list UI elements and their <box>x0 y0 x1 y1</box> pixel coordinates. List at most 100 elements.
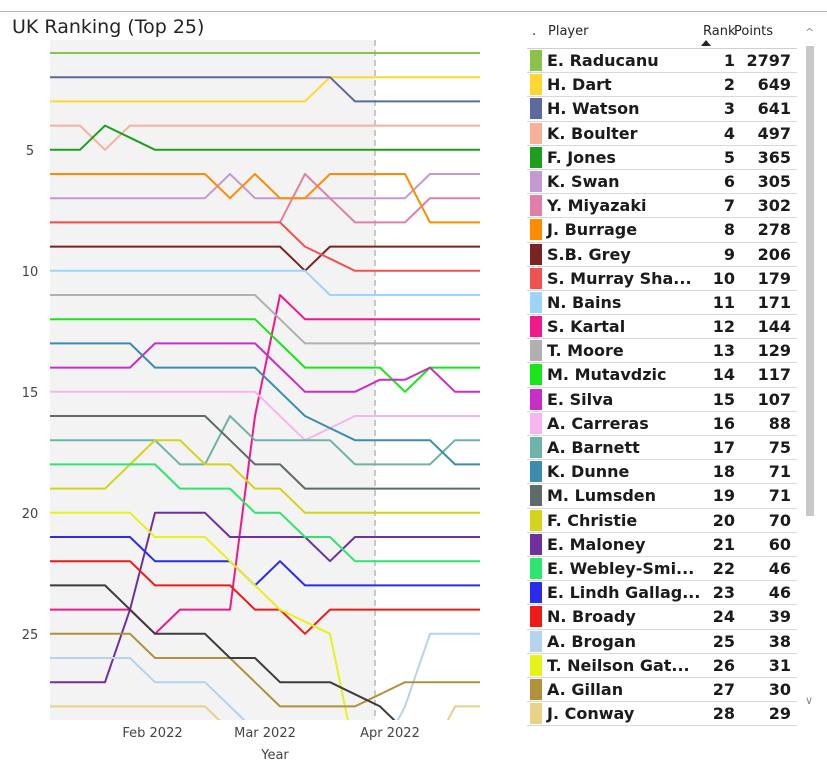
series-line[interactable] <box>30 173 480 200</box>
player-rank: 6 <box>723 171 735 191</box>
table-row[interactable]: E. Lindh Gallag... 23 46 <box>527 581 797 606</box>
table-row[interactable]: E. Raducanu 1 2797 <box>527 49 797 74</box>
player-points: 305 <box>757 171 791 191</box>
series-line[interactable] <box>30 390 480 442</box>
series-line[interactable] <box>30 560 480 635</box>
player-points: 88 <box>768 413 791 433</box>
table-row[interactable]: E. Silva 15 107 <box>527 388 797 412</box>
table-row[interactable]: E. Maloney 21 60 <box>527 533 797 557</box>
player-points: 129 <box>757 341 791 361</box>
player-color-swatch <box>530 340 542 362</box>
player-name: K. Swan <box>547 171 620 191</box>
y-tick-label: 5 <box>26 144 34 159</box>
series-line[interactable] <box>30 342 480 393</box>
player-color-swatch <box>530 582 542 604</box>
series-line[interactable] <box>30 463 480 563</box>
player-name: S. Kartal <box>547 317 626 337</box>
series-line[interactable] <box>30 584 480 730</box>
scroll-up-icon[interactable]: ^ <box>805 26 815 39</box>
player-color-swatch <box>530 195 542 217</box>
table-row[interactable]: S. Murray Sha... 10 179 <box>527 267 797 291</box>
top-divider <box>0 11 827 12</box>
player-color-swatch <box>530 485 542 507</box>
table-row[interactable]: A. Carreras 16 88 <box>527 412 797 436</box>
player-rank: 14 <box>712 365 735 385</box>
player-color-swatch <box>530 50 542 71</box>
series-line[interactable] <box>30 415 480 490</box>
scrollbar-thumb[interactable] <box>806 46 814 516</box>
player-color-swatch <box>530 364 542 386</box>
table-row[interactable]: S. Kartal 12 144 <box>527 315 797 340</box>
player-name: E. Silva <box>547 389 614 409</box>
player-rank: 4 <box>723 123 735 143</box>
scroll-down-icon[interactable]: ∨ <box>805 694 814 707</box>
series-line[interactable] <box>30 511 480 755</box>
table-row[interactable]: M. Mutavdzic 14 117 <box>527 363 797 388</box>
series-line[interactable] <box>30 221 480 272</box>
table-row[interactable]: H. Dart 2 649 <box>527 73 797 98</box>
series-line[interactable] <box>30 705 480 754</box>
table-row[interactable]: K. Swan 6 305 <box>527 170 797 195</box>
series-line[interactable] <box>30 124 480 151</box>
series-line[interactable] <box>30 415 480 466</box>
player-rank: 18 <box>712 462 735 482</box>
series-line[interactable] <box>30 173 480 224</box>
player-rank: 8 <box>723 220 735 240</box>
table-row[interactable]: A. Gillan 27 30 <box>527 678 797 703</box>
header-points[interactable]: Points <box>734 24 774 39</box>
series-line[interactable] <box>30 269 480 296</box>
table-row[interactable]: A. Brogan 25 38 <box>527 630 797 654</box>
player-name: M. Mutavdzic <box>547 365 667 385</box>
series-line[interactable] <box>30 632 480 755</box>
x-tick-label: Apr 2022 <box>360 726 420 741</box>
player-points: 179 <box>757 268 791 288</box>
series-line[interactable] <box>30 245 480 272</box>
table-row[interactable]: S.B. Grey 9 206 <box>527 243 797 267</box>
table-row[interactable]: T. Moore 13 129 <box>527 339 797 364</box>
series-line[interactable] <box>30 294 480 635</box>
table-row[interactable]: E. Webley-Smi... 22 46 <box>527 557 797 582</box>
series-line[interactable] <box>30 124 480 151</box>
player-color-swatch <box>530 678 542 700</box>
header-player[interactable]: Player <box>548 24 589 39</box>
player-points: 278 <box>757 220 791 240</box>
table-row[interactable]: T. Neilson Gat... 26 31 <box>527 654 797 678</box>
header-color-column[interactable]: . <box>532 24 537 39</box>
table-row[interactable]: F. Christie 20 70 <box>527 509 797 533</box>
player-rank: 19 <box>712 486 735 506</box>
player-rank: 17 <box>712 438 735 457</box>
table-scrollbar[interactable]: ^ ∨ <box>804 24 816 719</box>
series-line[interactable] <box>30 439 480 514</box>
player-rank: 2 <box>723 75 735 95</box>
series-line[interactable] <box>30 318 480 393</box>
player-points: 38 <box>768 631 791 651</box>
table-row[interactable]: N. Broady 24 39 <box>527 605 797 630</box>
series-line[interactable] <box>30 294 480 345</box>
series-line[interactable] <box>30 632 480 708</box>
table-row[interactable]: N. Bains 11 171 <box>527 291 797 316</box>
player-name: S.B. Grey <box>547 244 631 264</box>
player-points: 71 <box>768 462 791 482</box>
series-line[interactable] <box>30 76 480 103</box>
series-line[interactable] <box>30 511 480 684</box>
table-row[interactable]: K. Dunne 18 71 <box>527 460 797 485</box>
header-rank[interactable]: Rank <box>703 24 736 39</box>
player-points: 302 <box>757 196 791 216</box>
player-points: 206 <box>757 244 791 264</box>
series-line[interactable] <box>30 76 480 103</box>
table-row[interactable]: J. Burrage 8 278 <box>527 218 797 243</box>
player-name: A. Gillan <box>547 679 624 699</box>
series-line[interactable] <box>30 342 480 466</box>
table-row[interactable]: H. Watson 3 641 <box>527 97 797 122</box>
table-row[interactable]: K. Boulter 4 497 <box>527 122 797 146</box>
y-tick-label: 25 <box>22 628 39 643</box>
table-row[interactable]: J. Conway 28 29 <box>527 702 797 727</box>
player-rank: 27 <box>712 679 735 699</box>
player-points: 30 <box>768 679 791 699</box>
table-row[interactable]: Y. Miyazaki 7 302 <box>527 194 797 219</box>
table-row[interactable]: F. Jones 5 365 <box>527 146 797 170</box>
table-row[interactable]: M. Lumsden 19 71 <box>527 484 797 509</box>
table-row[interactable]: A. Barnett 17 75 <box>527 436 797 461</box>
player-color-swatch <box>530 74 542 96</box>
player-rank: 9 <box>723 244 735 264</box>
